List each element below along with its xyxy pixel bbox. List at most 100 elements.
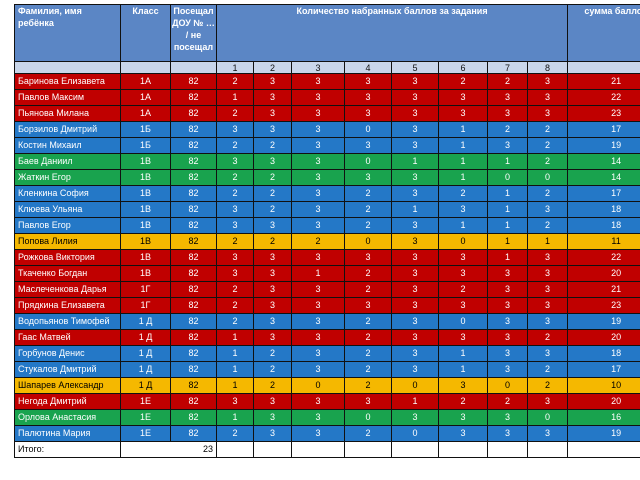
task-score: 3: [253, 153, 292, 170]
task-score: 2: [253, 201, 292, 218]
task-number: 4: [344, 61, 392, 74]
task-score: 3: [487, 409, 528, 426]
task-score: 1: [487, 153, 528, 170]
task-score: 2: [253, 377, 292, 394]
task-score: 2: [487, 73, 528, 90]
task-score: 2: [253, 185, 292, 202]
task-score: 2: [438, 393, 488, 410]
task-score: 3: [526, 393, 569, 410]
task-score: 0: [526, 409, 569, 426]
task-score: 1: [438, 217, 488, 234]
task-score: 3: [291, 345, 345, 362]
task-number: 3: [291, 61, 345, 74]
student-dou: 82: [170, 345, 217, 362]
task-score: 3: [291, 297, 345, 314]
task-score: 1: [438, 137, 488, 154]
header-preschool: Посещал ДОУ № … / не посещал: [170, 4, 217, 62]
task-score: 3: [291, 393, 345, 410]
task-score: 3: [291, 425, 345, 442]
task-number-blank: [170, 61, 217, 74]
student-class: 1Е: [120, 393, 171, 410]
score-sum: 22: [567, 249, 640, 266]
student-name: Костин Михаил: [14, 137, 121, 154]
student-class: 1В: [120, 233, 171, 250]
task-score: 0: [487, 377, 528, 394]
task-number-blank: [120, 61, 171, 74]
task-number: 6: [438, 61, 488, 74]
task-score: 3: [253, 281, 292, 298]
task-score: 3: [526, 201, 569, 218]
task-score: 3: [216, 249, 254, 266]
student-name: Гаас Матвей: [14, 329, 121, 346]
task-score: 1: [487, 233, 528, 250]
task-score: 2: [253, 169, 292, 186]
task-score: 3: [391, 217, 439, 234]
student-class: 1А: [120, 73, 171, 90]
task-score: 2: [216, 137, 254, 154]
task-score: 3: [253, 425, 292, 442]
score-sum: 22: [567, 89, 640, 106]
student-name: Павлов Максим: [14, 89, 121, 106]
student-class: 1В: [120, 185, 171, 202]
task-score: 3: [291, 409, 345, 426]
task-score: 3: [438, 297, 488, 314]
task-score: 2: [344, 265, 392, 282]
task-score: 3: [253, 313, 292, 330]
task-score: 2: [344, 185, 392, 202]
student-dou: 82: [170, 361, 217, 378]
score-sum: 19: [567, 313, 640, 330]
score-sum: 11: [567, 233, 640, 250]
task-score: 3: [344, 393, 392, 410]
student-class: 1 Д: [120, 313, 171, 330]
table-row: Водопьянов Тимофей 1 Д 82 2 3 3 2 3 0 3 3 19: [14, 313, 640, 330]
task-score: 3: [391, 281, 439, 298]
task-score: 3: [253, 121, 292, 138]
task-score: 3: [391, 169, 439, 186]
table-row: Борзилов Дмитрий 1Б 82 3 3 3 0 3 1 2 2 17: [14, 121, 640, 138]
student-class: 1 Д: [120, 345, 171, 362]
task-score: 2: [216, 233, 254, 250]
task-score: 3: [438, 425, 488, 442]
task-score: 2: [526, 217, 569, 234]
score-sum: 20: [567, 329, 640, 346]
header-total: сумма баллов: [567, 4, 640, 62]
task-score: 3: [344, 249, 392, 266]
task-score: 3: [216, 265, 254, 282]
task-score: 2: [344, 345, 392, 362]
table-row: Негода Дмитрий 1Е 82 3 3 3 3 1 2 2 3 20: [14, 393, 640, 410]
task-score: 3: [291, 329, 345, 346]
task-score: 2: [344, 377, 392, 394]
student-name: Баринова Елизавета: [14, 73, 121, 90]
task-score: 1: [216, 329, 254, 346]
task-score: 1: [216, 409, 254, 426]
task-score: 3: [216, 121, 254, 138]
task-score: 1: [216, 89, 254, 106]
task-score: 1: [391, 393, 439, 410]
task-score: 2: [344, 201, 392, 218]
task-score: 3: [526, 345, 569, 362]
task-score: 3: [487, 297, 528, 314]
task-score: 2: [526, 329, 569, 346]
task-score: 3: [391, 409, 439, 426]
score-sum: 17: [567, 185, 640, 202]
task-score: 2: [438, 73, 488, 90]
student-name: Стукалов Дмитрий: [14, 361, 121, 378]
task-score: 3: [391, 233, 439, 250]
task-score: 3: [253, 393, 292, 410]
task-score: 0: [391, 425, 439, 442]
task-score: 1: [487, 185, 528, 202]
score-sum: 17: [567, 121, 640, 138]
task-score: 3: [487, 345, 528, 362]
task-score: 3: [487, 89, 528, 106]
table-row: Баринова Елизавета 1А 82 2 3 3 3 3 2 2 3 21: [14, 73, 640, 90]
student-name: Водопьянов Тимофей: [14, 313, 121, 330]
task-score: 2: [438, 185, 488, 202]
task-score: 3: [526, 89, 569, 106]
task-score: 3: [291, 89, 345, 106]
student-dou: 82: [170, 121, 217, 138]
student-class: 1Б: [120, 137, 171, 154]
task-score: 2: [216, 313, 254, 330]
student-name: Баев Даниил: [14, 153, 121, 170]
score-sum: 19: [567, 137, 640, 154]
score-sum: 20: [567, 265, 640, 282]
